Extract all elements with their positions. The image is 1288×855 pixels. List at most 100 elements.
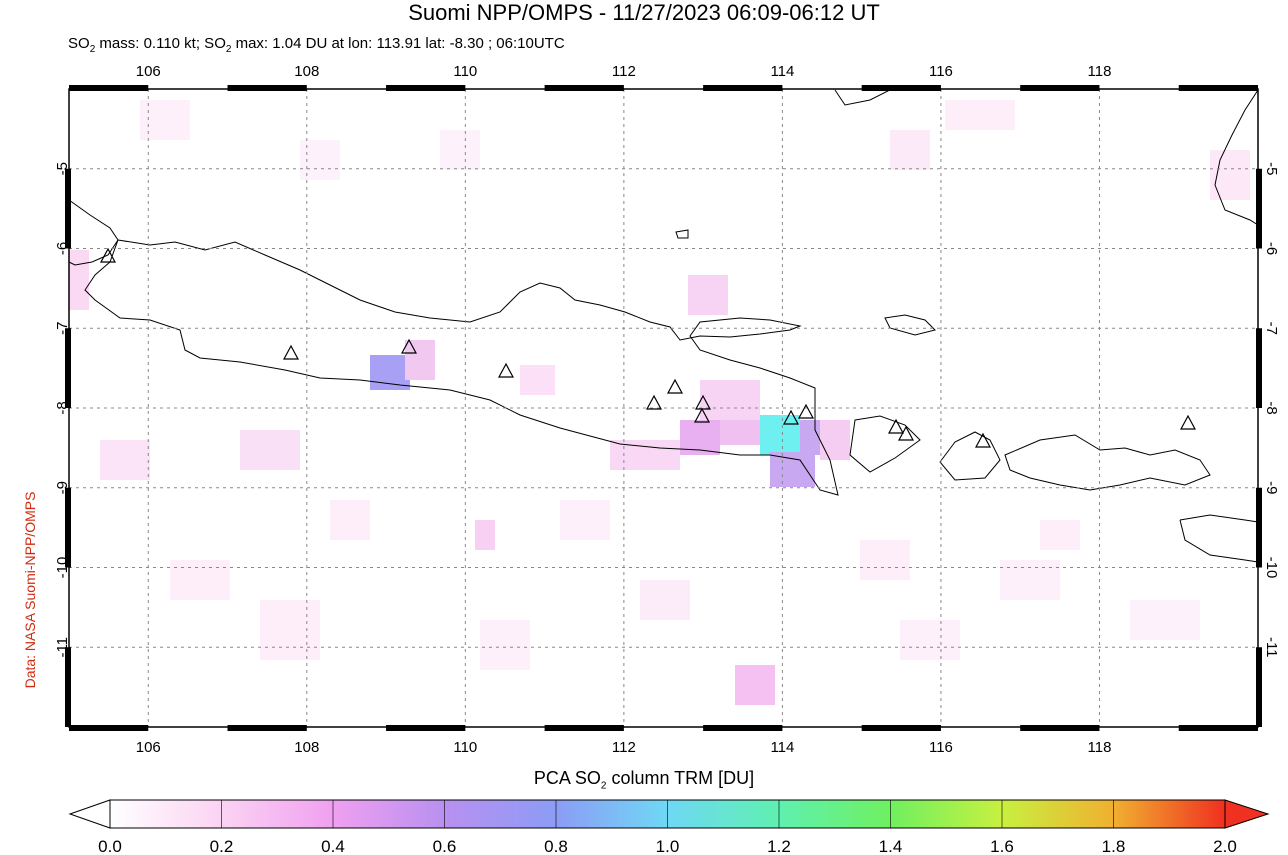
so2-pixel [640,580,690,620]
so2-pixel [330,500,370,540]
triangle-icon [666,378,684,394]
lat-label-right--11: -11 [1263,637,1280,658]
frame-bar-top [544,85,624,91]
frame-bar-bottom [386,725,466,731]
coastline-madura-islands [884,314,936,336]
so2-pixel [100,440,150,480]
lon-label-top-118: 118 [1088,63,1112,80]
colorbar-tick-label: 1.6 [990,837,1014,855]
colorbar-low-arrow [68,799,111,829]
frame-bar-right [1256,328,1262,408]
coastline-sumatra-tip [68,199,119,266]
lat-label-left--11: -11 [54,637,71,658]
frame-bar-left [65,168,71,249]
triangle-icon [887,418,905,434]
triangle-icon [797,403,815,419]
so2-pixel [700,380,760,420]
so2-pixel [260,600,320,660]
so2-pixel [1130,600,1200,640]
frame-bar-left [65,328,71,408]
frame-bar-right [1256,647,1262,727]
lon-label-bottom-114: 114 [770,739,794,756]
so2-pixel [240,430,300,470]
map-subtitle: SO2 mass: 0.110 kt; SO2 max: 1.04 DU at … [68,35,565,55]
lon-label-top-114: 114 [770,63,794,80]
coastline-borneo [834,89,891,106]
coastline-sulawesi [1214,89,1259,226]
lat-label-left--8: -8 [54,401,71,414]
so2-pixel [735,665,775,705]
lat-label-left--9: -9 [54,481,71,494]
coastline-lombok [939,431,1001,481]
so2-pixel [370,355,410,390]
lon-label-bottom-110: 110 [453,739,477,756]
so2-pixel [890,130,930,170]
colorbar-tick-label: 1.4 [879,837,903,855]
triangle-icon [974,432,992,448]
lat-label-right--8: -8 [1263,401,1280,414]
frame-bar-right [1256,487,1262,568]
so2-pixel [170,560,230,600]
coastline-karimunjawa [675,229,689,239]
axis-labels: 106 106 108 108 110 110 112 112 114 114 116 116 118 1… [54,63,1280,756]
frame-bar-top [861,85,941,91]
triangle-icon [497,362,515,378]
coastline-bali [849,415,921,473]
frame-bar-right [1256,168,1262,249]
triangle-icon [694,394,712,410]
so2-pixel [560,500,610,540]
so2-pixel [760,415,800,455]
lat-label-left--7: -7 [54,322,71,335]
so2-pixel [1040,520,1080,550]
map-title: Suomi NPP/OMPS - 11/27/2023 06:09-06:12 … [408,0,880,25]
coastline-java [84,239,839,496]
coastline-sumbawa [1004,434,1211,491]
colorbar-title: PCA SO2 column TRM [DU] [533,768,755,792]
map-frame-bars [65,85,1262,731]
lon-label-top-106: 106 [136,63,161,80]
lon-label-bottom-106: 106 [136,739,161,756]
lat-label-right--5: -5 [1263,162,1280,175]
colorbar-tick-label: 0.2 [210,837,234,855]
triangle-icon [645,394,663,410]
so2-pixel [480,620,530,670]
colorbar-tick-label: 1.8 [1102,837,1126,855]
frame-bar-bottom [703,725,783,731]
lon-label-bottom-108: 108 [294,739,319,756]
lat-label-right--7: -7 [1263,322,1280,335]
frame-bar-bottom [69,725,149,731]
so2-pixel [405,340,435,380]
lat-label-right--6: -6 [1263,242,1280,255]
lon-label-top-110: 110 [453,63,477,80]
so2-pixel [140,100,190,140]
so2-pixel [520,365,555,395]
frame-bar-bottom [1020,725,1100,731]
colorbar-tick-label: 0.8 [544,837,568,855]
triangle-icon [897,425,915,441]
so2-pixel [300,140,340,180]
coastlines [68,89,1259,563]
coastline-sumba [1179,514,1259,563]
so2-pixel [1210,150,1250,200]
volcano-markers [99,247,1197,448]
triangle-icon [1179,414,1197,430]
triangle-icon [782,409,800,425]
lon-label-top-112: 112 [612,63,636,80]
lat-label-left--10: -10 [54,557,71,579]
lat-lon-grid [69,89,1258,727]
so2-pixel [440,130,480,170]
so2-pixel [800,420,820,455]
so2-pixel [688,275,728,315]
so2-pixel [610,440,680,470]
lon-label-bottom-112: 112 [612,739,636,756]
triangle-icon [282,344,300,360]
frame-bar-top [703,85,783,91]
so2-pixel [900,620,960,660]
so2-pixel [820,420,850,460]
lat-label-left--6: -6 [54,242,71,255]
so2-pixel [475,520,495,550]
lat-label-right--10: -10 [1263,557,1280,579]
frame-bar-bottom [861,725,941,731]
lat-label-left--5: -5 [54,162,71,175]
